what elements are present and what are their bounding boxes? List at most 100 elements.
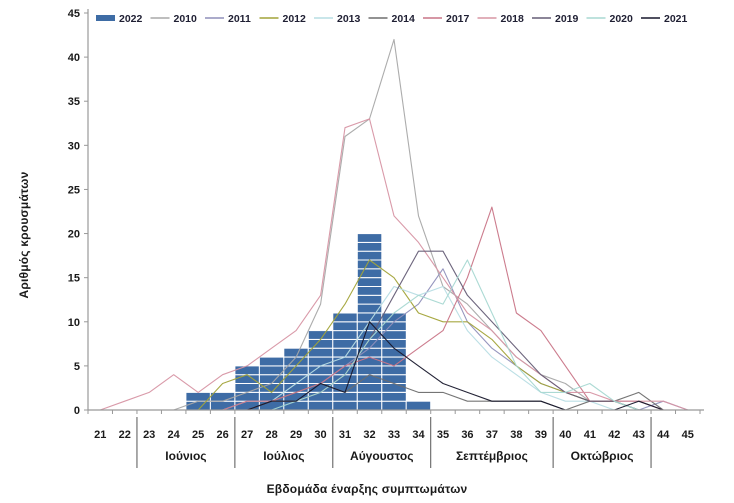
bar-cell: [332, 330, 358, 340]
week-label-45: 45: [682, 429, 694, 441]
legend-item-2010: 2010: [150, 13, 197, 25]
bar-series-2022: [185, 233, 432, 411]
bar-cell: [356, 294, 383, 305]
bar-cell: [381, 365, 407, 376]
bar-week-34: [405, 400, 432, 411]
legend-label-2018: 2018: [501, 13, 525, 25]
week-label-37: 37: [486, 429, 498, 441]
bar-cell: [307, 383, 334, 393]
week-label-42: 42: [608, 429, 620, 441]
bar-cell: [258, 356, 285, 367]
bar-cell: [307, 338, 334, 349]
legend-label-2017: 2017: [446, 13, 470, 25]
legend-label-2020: 2020: [610, 13, 634, 25]
week-label-35: 35: [437, 429, 449, 441]
bar-cell: [332, 391, 358, 402]
bar-cell: [209, 391, 236, 402]
x-axis-title: Εβδομάδα έναρξης συμπτωμάτων: [266, 482, 468, 496]
bar-cell: [307, 391, 334, 402]
week-label-33: 33: [388, 429, 400, 441]
y-tick-label: 25: [68, 184, 80, 196]
month-label-Ιούνιος: Ιούνιος: [165, 449, 206, 463]
legend-item-2018: 2018: [477, 13, 525, 25]
week-label-41: 41: [584, 429, 596, 441]
y-tick-label: 10: [68, 317, 80, 329]
bar-cell: [332, 321, 358, 332]
week-label-25: 25: [192, 429, 204, 441]
week-label-23: 23: [143, 429, 155, 441]
month-label-Σεπτέμβριος: Σεπτέμβριος: [456, 449, 528, 463]
week-label-26: 26: [217, 429, 229, 441]
week-label-28: 28: [265, 429, 277, 441]
bar-week-33: [381, 312, 407, 411]
month-band: Ιούνιος Ιούλιος Αύγουστος Σεπτέμβριος Οκτώβρ…: [136, 417, 652, 468]
y-tick-label: 20: [68, 229, 80, 241]
bar-cell: [381, 374, 407, 385]
legend-item-2012: 2012: [259, 13, 307, 25]
month-label-Αύγουστος: Αύγουστος: [350, 449, 413, 463]
bar-cell: [356, 312, 383, 323]
bar-cell: [209, 400, 236, 411]
bar-cell: [381, 330, 407, 340]
legend-item-2022: 2022: [96, 13, 143, 25]
line-2018: [100, 118, 688, 411]
bar-cell: [356, 356, 383, 367]
bar-cell: [381, 338, 407, 349]
bar-cell: [234, 383, 260, 393]
week-label-43: 43: [633, 429, 645, 441]
bar-week-32: [356, 233, 383, 411]
legend-item-2021: 2021: [641, 13, 688, 25]
bar-cell: [356, 391, 383, 402]
y-tick-label: 30: [68, 140, 80, 152]
bar-cell: [332, 347, 358, 358]
bar-cell: [356, 286, 383, 296]
bar-cell: [381, 312, 407, 323]
legend-label-2014: 2014: [392, 13, 416, 25]
y-tick-label: 35: [68, 96, 80, 108]
bar-cell: [283, 391, 309, 402]
bar-cell: [405, 400, 432, 411]
legend-item-2017: 2017: [423, 13, 470, 25]
bar-cell: [381, 400, 407, 411]
bar-cell: [381, 321, 407, 332]
bar-cell: [234, 400, 260, 411]
bar-cell: [356, 400, 383, 411]
legend-label-2011: 2011: [228, 13, 251, 25]
bar-cell: [332, 400, 358, 411]
bar-cell: [283, 400, 309, 411]
y-tick-label: 45: [68, 8, 80, 20]
bar-cell: [258, 365, 285, 376]
week-label-30: 30: [314, 429, 326, 441]
bar-cell: [356, 277, 383, 288]
legend-item-2011: 2011: [205, 13, 251, 25]
bar-cell: [307, 365, 334, 376]
legend-item-2013: 2013: [314, 13, 361, 25]
bar-week-27: [234, 365, 260, 411]
bar-cell: [283, 347, 309, 358]
week-label-22: 22: [119, 429, 131, 441]
week-label-34: 34: [412, 429, 425, 441]
y-tick-label: 5: [74, 361, 80, 373]
week-label-21: 21: [94, 429, 106, 441]
legend-item-2014: 2014: [368, 13, 416, 25]
bar-cell: [356, 259, 383, 270]
legend-label-2022: 2022: [119, 13, 143, 25]
bar-cell: [258, 374, 285, 385]
legend-label-2012: 2012: [283, 13, 307, 25]
bar-cell: [234, 365, 260, 376]
month-label-Ιούλιος: Ιούλιος: [263, 449, 304, 463]
week-label-38: 38: [510, 429, 522, 441]
legend-item-2020: 2020: [586, 13, 634, 25]
bar-cell: [381, 383, 407, 393]
bar-cell: [356, 250, 383, 261]
legend-label-2021: 2021: [664, 13, 688, 25]
bar-cell: [332, 374, 358, 385]
bar-cell: [283, 356, 309, 367]
bar-cell: [234, 374, 260, 385]
y-tick-label: 40: [68, 52, 80, 64]
week-label-31: 31: [339, 429, 351, 441]
y-axis-title: Αριθμός κρουσμάτων: [17, 171, 31, 299]
week-label-39: 39: [535, 429, 547, 441]
legend-label-2013: 2013: [337, 13, 361, 25]
